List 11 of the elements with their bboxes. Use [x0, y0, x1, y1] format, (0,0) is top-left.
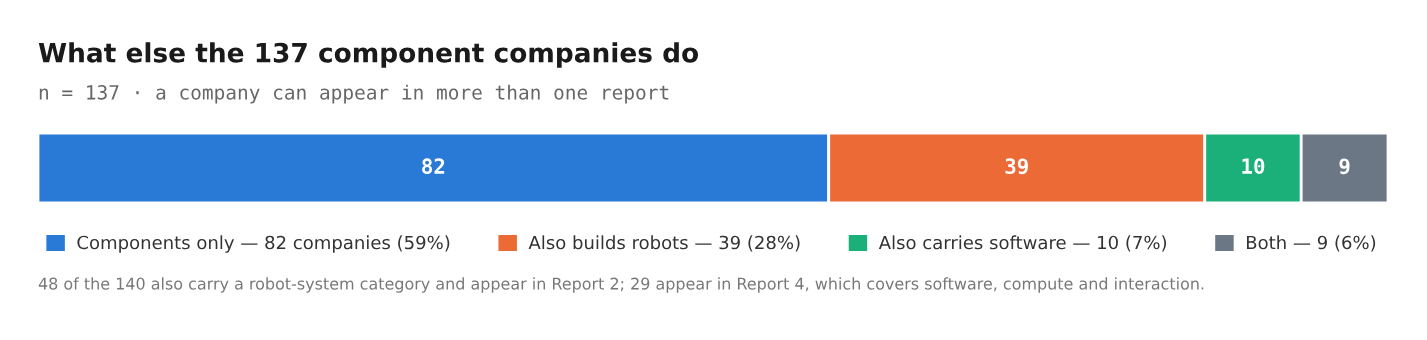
legend-label: Also carries software — 10 (7%): [878, 235, 1167, 252]
data-label: 10: [1242, 158, 1265, 175]
legend-label: Both — 9 (6%): [1246, 235, 1376, 252]
data-label: 39: [1005, 158, 1028, 175]
chart-subtitle: n = 137 · a company can appear in more than one report: [39, 84, 669, 104]
data-label: 9: [1339, 158, 1350, 175]
chart-title: What else the 137 component companies do: [38, 42, 699, 68]
data-label: 82: [422, 158, 445, 175]
legend-label: Components only — 82 companies (59%): [77, 235, 450, 253]
text: 48 of the 140 also carry a robot-system category and appear in Report 2; 29 appear in Report 4, which covers software, compute and interaction.: [38, 277, 1204, 293]
legend-label: Also builds robots — 39 (28%): [528, 235, 800, 252]
